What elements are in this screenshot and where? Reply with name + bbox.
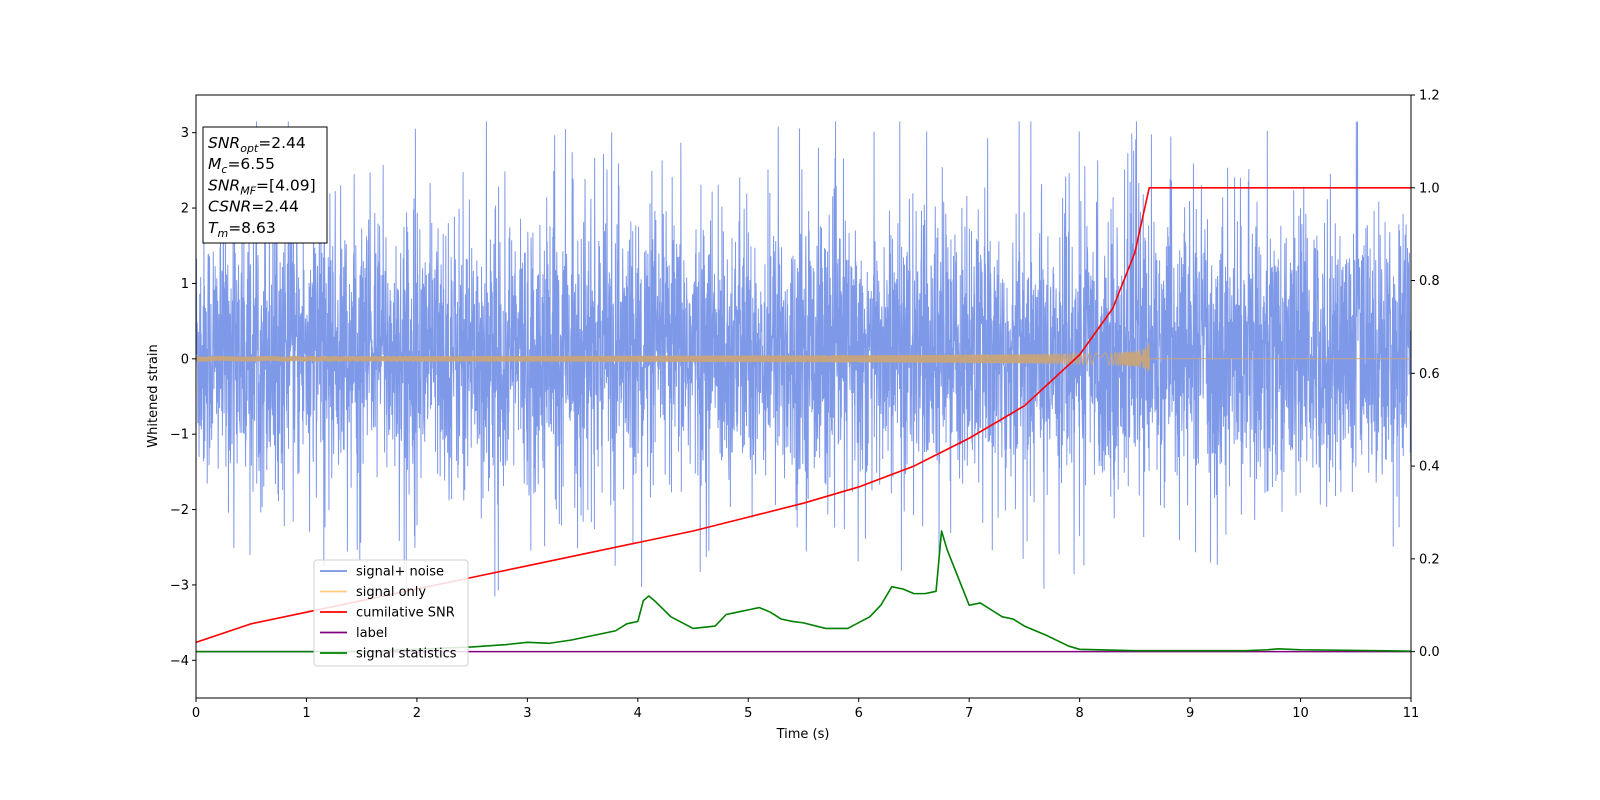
y-tick-label: 0	[181, 352, 189, 367]
x-tick-label: 5	[744, 706, 752, 721]
annotation-line: CSNR=2.44	[208, 198, 299, 216]
x-tick-label: 7	[965, 706, 973, 721]
axes: 0 1 2 3 4 5 6 7 8 9 10 113210−1−2−3−41.21.00.80.60.…	[170, 89, 1440, 722]
x-tick-label: 10	[1292, 706, 1309, 721]
x-tick-label: 8	[1075, 706, 1083, 721]
y-right-tick-label: 1.2	[1419, 89, 1440, 104]
x-axis-label: Time (s)	[776, 727, 830, 742]
y-tick-label: 1	[181, 277, 189, 292]
y-tick-label: 3	[181, 126, 189, 141]
series-signal-only-line	[196, 342, 1411, 373]
y-tick-label: 2	[181, 202, 189, 217]
legend: signal+ noise signal only cumilative SNR la…	[313, 559, 469, 667]
y-tick-label: −4	[170, 654, 189, 669]
series-signal-noise-line	[196, 121, 1411, 597]
x-tick-label: 2	[413, 706, 421, 721]
y-right-tick-label: 0.2	[1419, 552, 1440, 567]
x-tick-label: 3	[523, 706, 531, 721]
legend-label-cumilative-snr: cumilative SNR	[356, 606, 455, 621]
legend-label-signal-only: signal only	[356, 585, 426, 600]
legend-label-label: label	[356, 626, 387, 641]
annotation-frame	[202, 126, 328, 244]
x-tick-label: 11	[1403, 706, 1420, 721]
y-right-tick-label: 0.8	[1419, 274, 1440, 289]
y-tick-label: −2	[170, 503, 189, 518]
y-right-tick-label: 0.6	[1419, 367, 1440, 382]
x-tick-label: 4	[634, 706, 642, 721]
legend-frame	[313, 559, 469, 667]
annotation-line: SNRMF=[4.09]	[208, 176, 316, 197]
annotation-line: SNRopt=2.44	[208, 134, 306, 155]
x-tick-label: 6	[855, 706, 863, 721]
y-tick-label: −1	[170, 428, 189, 443]
plot-frame	[195, 94, 1412, 699]
y-right-tick-label: 0.0	[1419, 645, 1440, 660]
legend-label-signal-statistics: signal statistics	[356, 647, 457, 662]
x-tick-label: 0	[192, 706, 200, 721]
x-tick-label: 9	[1186, 706, 1194, 721]
legend-label-signal-noise: signal+ noise	[356, 565, 444, 580]
x-tick-label: 1	[302, 706, 310, 721]
y-tick-label: −3	[170, 578, 189, 593]
y-right-tick-label: 1.0	[1419, 181, 1440, 196]
series-signal-statistics-line	[196, 530, 1411, 653]
y-axis-label: Whitened strain	[146, 344, 161, 447]
y-right-tick-label: 0.4	[1419, 460, 1440, 475]
annotation-line: Tm=8.63	[208, 219, 276, 240]
annotation-line: Mc=6.55	[208, 155, 275, 176]
